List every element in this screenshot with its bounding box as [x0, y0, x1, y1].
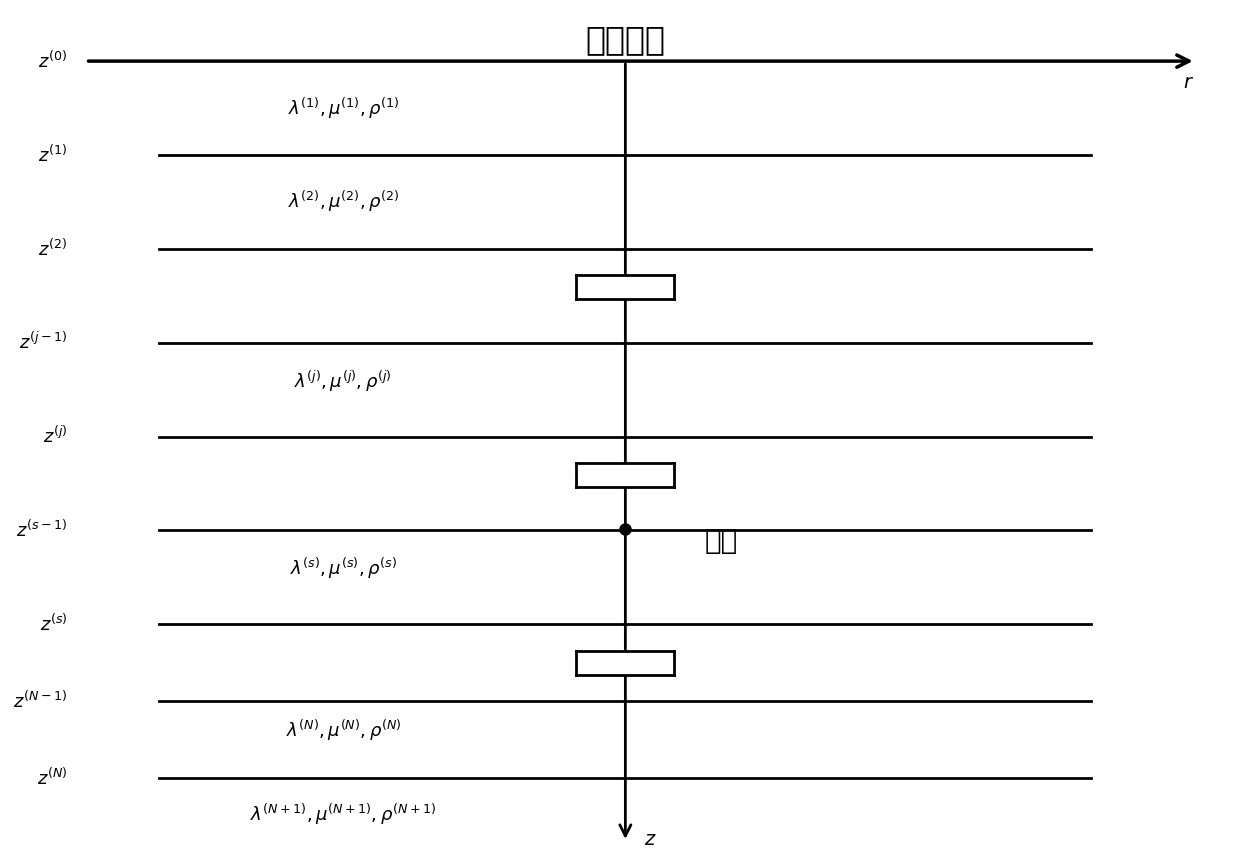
Text: $z^{(j)}$: $z^{(j)}$ [42, 426, 67, 447]
Text: $z^{(N-1)}$: $z^{(N-1)}$ [14, 691, 67, 711]
Text: $r$: $r$ [1183, 73, 1194, 92]
Text: $z^{(j-1)}$: $z^{(j-1)}$ [20, 332, 67, 354]
Text: $\lambda^{(2)}, \mu^{(2)}, \rho^{(2)}$: $\lambda^{(2)}, \mu^{(2)}, \rho^{(2)}$ [288, 189, 399, 215]
Text: $\lambda^{(N+1)}, \mu^{(N+1)}, \rho^{(N+1)}$: $\lambda^{(N+1)}, \mu^{(N+1)}, \rho^{(N+… [250, 802, 436, 827]
Text: $\lambda^{(1)}, \mu^{(1)}, \rho^{(1)}$: $\lambda^{(1)}, \mu^{(1)}, \rho^{(1)}$ [288, 95, 399, 121]
Text: 震源: 震源 [706, 526, 738, 555]
Text: $z^{(s)}$: $z^{(s)}$ [40, 614, 67, 635]
Bar [577, 463, 675, 487]
Text: $z^{(1)}$: $z^{(1)}$ [38, 145, 67, 165]
Text: $z^{(N)}$: $z^{(N)}$ [37, 767, 67, 788]
Text: $\lambda^{(s)}, \mu^{(s)}, \rho^{(s)}$: $\lambda^{(s)}, \mu^{(s)}, \rho^{(s)}$ [290, 556, 397, 581]
Text: $z^{(2)}$: $z^{(2)}$ [38, 238, 67, 259]
Text: $z^{(s-1)}$: $z^{(s-1)}$ [16, 520, 67, 541]
Text: $z$: $z$ [644, 829, 656, 849]
Text: $\lambda^{(N)}, \mu^{(N)}, \rho^{(N)}$: $\lambda^{(N)}, \mu^{(N)}, \rho^{(N)}$ [285, 718, 401, 744]
Bar [577, 651, 675, 675]
Text: 自由表面: 自由表面 [585, 23, 666, 56]
Text: $\lambda^{(j)}, \mu^{(j)}, \rho^{(j)}$: $\lambda^{(j)}, \mu^{(j)}, \rho^{(j)}$ [294, 368, 392, 394]
Text: $z^{(0)}$: $z^{(0)}$ [38, 51, 67, 72]
Bar [577, 276, 675, 299]
